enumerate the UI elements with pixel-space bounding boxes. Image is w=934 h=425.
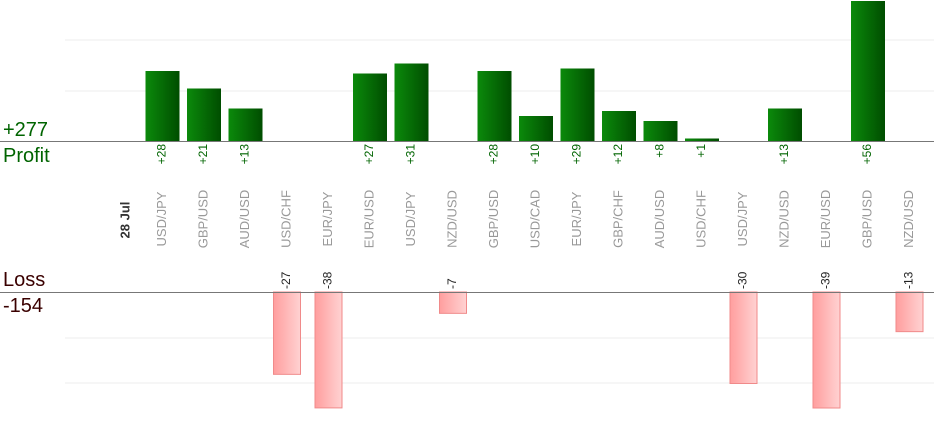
category-label: EUR/JPY bbox=[320, 191, 335, 246]
category-label: NZD/USD bbox=[776, 190, 791, 248]
loss-total: -154 bbox=[3, 295, 44, 317]
category-label: USD/CHF bbox=[693, 190, 708, 248]
category-label: GBP/USD bbox=[195, 190, 210, 249]
category-label: EUR/USD bbox=[361, 190, 376, 249]
profit-bar bbox=[187, 88, 221, 141]
value-label: +13 bbox=[238, 144, 252, 165]
profit-bar bbox=[768, 108, 802, 141]
loss-bar bbox=[812, 291, 841, 409]
category-label: USD/CHF bbox=[278, 190, 293, 248]
category-label: AUD/USD bbox=[237, 190, 252, 249]
value-label: +1 bbox=[694, 144, 708, 158]
category-label: USD/JPY bbox=[154, 191, 169, 246]
category-label: USD/JPY bbox=[403, 191, 418, 246]
profit-bar bbox=[353, 73, 387, 141]
labels: 28 Jul USD/JPY +28 GBP/USD +21 AUD/USD +13 USD/… bbox=[117, 144, 916, 289]
value-label: +56 bbox=[860, 144, 874, 165]
loss-label: Loss bbox=[3, 269, 46, 291]
profit-bar bbox=[145, 71, 180, 141]
value-label: +28 bbox=[487, 144, 501, 165]
value-label: +27 bbox=[362, 144, 376, 165]
loss-bar bbox=[729, 291, 758, 384]
category-label: GBP/USD bbox=[859, 190, 874, 249]
category-label: USD/JPY bbox=[735, 191, 750, 246]
loss-bar bbox=[439, 291, 467, 314]
value-label: +8 bbox=[653, 144, 667, 158]
value-label: +10 bbox=[528, 144, 542, 165]
value-label: -39 bbox=[819, 271, 833, 289]
profit-total: +277 bbox=[3, 119, 49, 141]
value-label: -7 bbox=[445, 278, 459, 289]
category-label: AUD/USD bbox=[652, 190, 667, 249]
profit-bar bbox=[477, 71, 512, 141]
value-label: +28 bbox=[155, 144, 169, 165]
profit-bar bbox=[602, 111, 636, 141]
category-label: USD/CAD bbox=[527, 190, 542, 249]
category-label: EUR/JPY bbox=[569, 191, 584, 246]
profit-bar bbox=[851, 1, 885, 141]
loss-bar bbox=[273, 291, 301, 375]
date-label: 28 Jul bbox=[117, 202, 132, 239]
value-label: +13 bbox=[777, 144, 791, 165]
profit-bar bbox=[394, 63, 429, 141]
profit-label: Profit bbox=[3, 145, 50, 167]
profit-bar bbox=[685, 138, 719, 141]
category-label: NZD/USD bbox=[901, 190, 916, 248]
profit-bar bbox=[228, 108, 263, 141]
value-label: -38 bbox=[321, 271, 335, 289]
value-label: +29 bbox=[570, 144, 584, 165]
profit-bar bbox=[560, 68, 595, 141]
value-label: +21 bbox=[196, 144, 210, 165]
value-label: -13 bbox=[902, 271, 916, 289]
bars bbox=[145, 1, 924, 409]
value-label: +31 bbox=[404, 144, 418, 165]
axes bbox=[0, 141, 934, 293]
value-label: -27 bbox=[279, 271, 293, 289]
category-label: EUR/USD bbox=[818, 190, 833, 249]
value-label: -30 bbox=[736, 271, 750, 289]
profit-bar bbox=[643, 121, 678, 141]
loss-bar bbox=[314, 291, 343, 409]
profit-bar bbox=[519, 116, 553, 141]
category-label: GBP/USD bbox=[486, 190, 501, 249]
category-label: NZD/USD bbox=[444, 190, 459, 248]
category-label: GBP/CHF bbox=[610, 190, 625, 248]
loss-bar bbox=[895, 291, 924, 333]
value-label: +12 bbox=[611, 144, 625, 165]
